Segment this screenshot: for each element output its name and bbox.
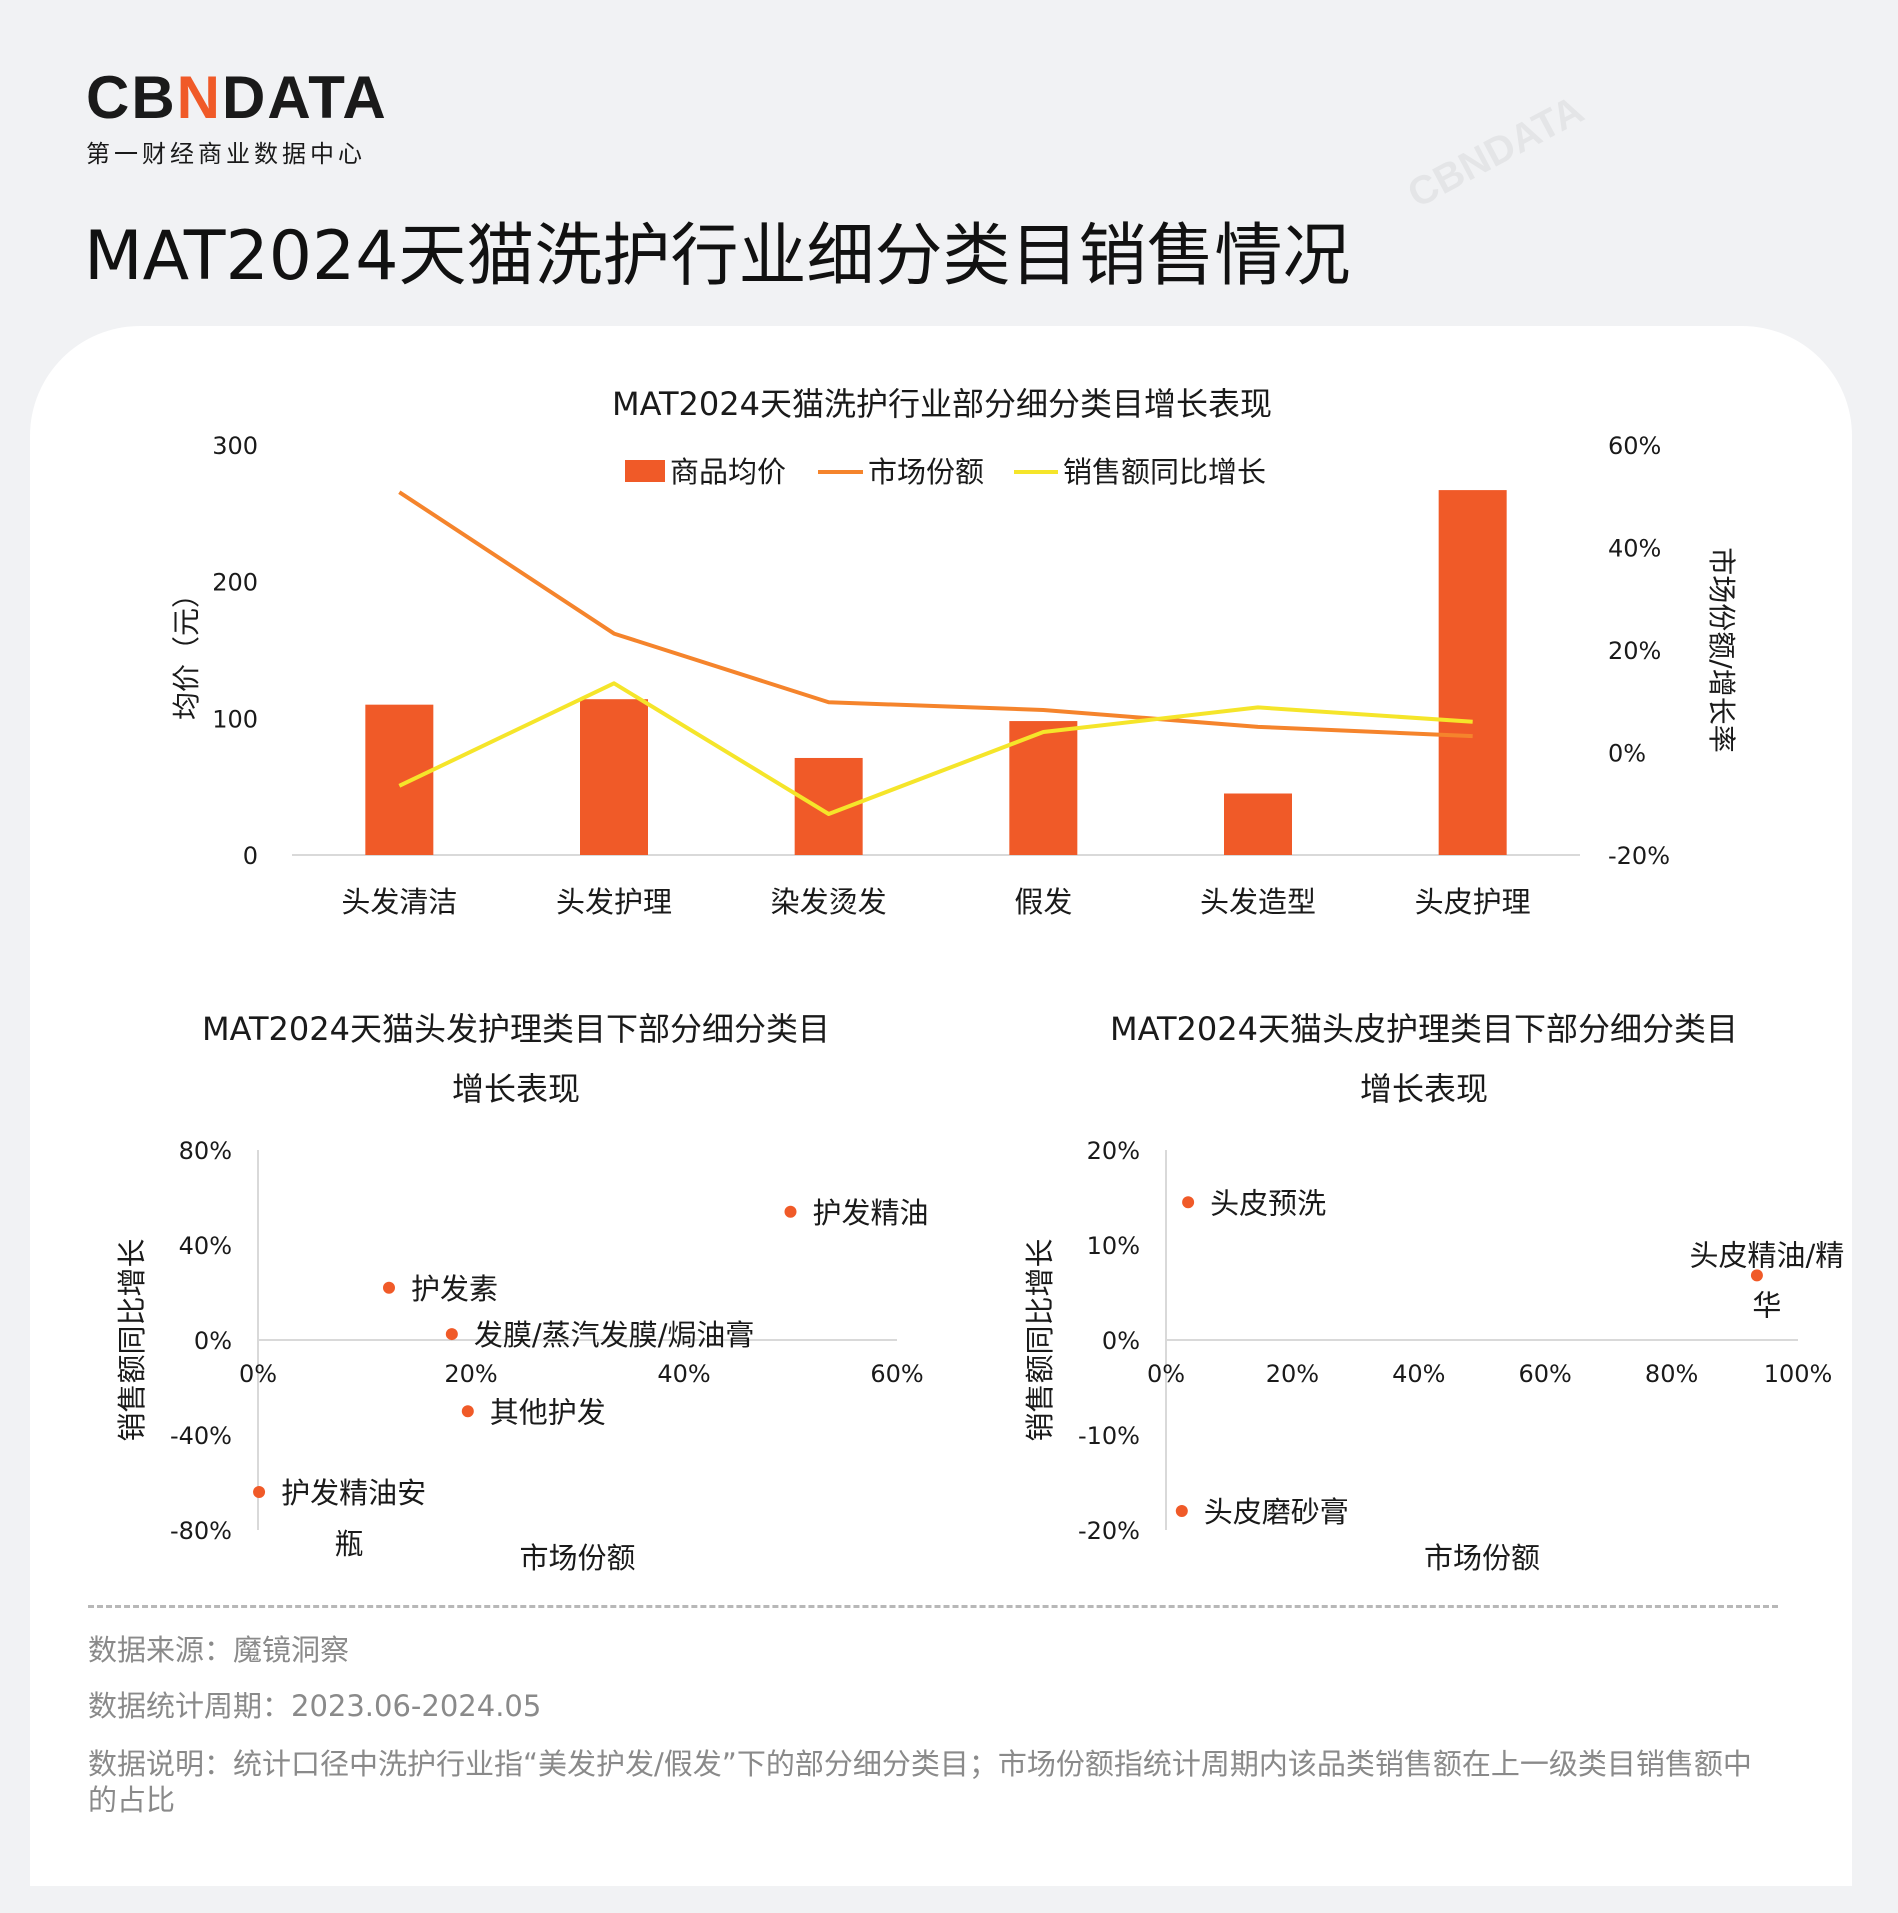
chart2-title: MAT2024天猫头发护理类目下部分细分类目 [202,1010,830,1048]
chart1-category-label: 头发护理 [556,885,672,919]
chart2-point-label: 瓶 [335,1527,364,1561]
logo-wordmark: CBNDATA [86,64,388,131]
chart2-x-tick: 0% [239,1360,277,1388]
chart1-bar [580,699,648,855]
chart3-x-tick: 100% [1764,1360,1833,1388]
chart1-bar [1009,721,1078,855]
brand-logo: CBNDATA 第一财经商业数据中心 [86,66,388,169]
chart2-ylabel: 销售额同比增长 [115,1238,149,1441]
chart3-title: 增长表现 [1360,1070,1488,1108]
chart1-bar [365,704,434,855]
footer-note: 数据说明：统计口径中洗护行业指“美发护发/假发”下的部分细分类目；市场份额指统计… [88,1747,1752,1817]
chart3-point-label: 头皮精油/精 [1690,1238,1845,1272]
chart2-x-tick: 40% [657,1360,710,1388]
chart1-line-share [398,490,1473,739]
chart1-ylabel: 均价（元） [170,580,203,720]
legend-swatch-bar [625,460,665,482]
chart3-point [1175,1505,1188,1517]
chart1-right-tick: 40% [1608,535,1661,563]
chart1-left-tick: 300 [212,432,258,460]
chart2-point [253,1486,266,1498]
chart1-bar [1438,490,1507,855]
chart2-xlabel: 市场份额 [519,1541,635,1575]
chart2-point [784,1205,797,1218]
chart3-title: MAT2024天猫头皮护理类目下部分细分类目 [1110,1010,1738,1048]
legend-label-bar: 商品均价 [670,455,786,489]
chart2-x-tick: 20% [444,1360,497,1388]
legend-label-share: 市场份额 [868,455,984,489]
chart3-point-label: 头皮磨砂膏 [1204,1495,1349,1529]
page-title: MAT2024天猫洗护行业细分类目销售情况 [84,217,1351,296]
chart3-point-label: 华 [1752,1288,1781,1322]
chart1-right-tick: -20% [1608,842,1670,870]
chart3-x-tick: 0% [1147,1360,1185,1388]
chart2-title: 增长表现 [452,1070,580,1108]
chart2-point [461,1405,474,1418]
chart1-right-tick: 60% [1608,432,1661,460]
chart2-point-label: 护发精油安 [281,1476,426,1510]
chart2-point [382,1281,395,1294]
chart3-x-tick: 60% [1519,1360,1572,1388]
content-card [30,326,1852,1886]
chart3-point [1182,1196,1195,1209]
chart3-y-tick: 0% [1102,1327,1140,1355]
chart3-point-label: 头皮预洗 [1210,1186,1326,1220]
chart3-xlabel: 市场份额 [1424,1541,1540,1575]
logo-accent: N [176,64,223,131]
footer-source: 数据来源：魔镜洞察 [88,1633,350,1667]
chart2-y-tick: 80% [179,1137,232,1165]
chart3-y-tick: -10% [1078,1422,1140,1450]
chart1-left-tick: 0 [243,842,258,870]
chart2-y-tick: -80% [170,1517,232,1545]
chart2-y-tick: 0% [194,1327,232,1355]
legend-label-growth: 销售额同比增长 [1063,455,1266,489]
chart1-line-growth [398,681,1473,816]
chart3-x-tick: 40% [1392,1360,1445,1388]
footer-period: 数据统计周期：2023.06-2024.05 [88,1689,542,1723]
chart3-y-tick: 10% [1087,1232,1140,1260]
chart1-bar [1224,793,1292,855]
chart3-point [1750,1269,1763,1282]
chart2-point [445,1328,458,1341]
chart2-y-tick: 40% [179,1232,232,1260]
chart1-category-label: 头发清洁 [341,885,457,919]
chart3-y-tick: 20% [1087,1137,1140,1165]
chart3-x-tick: 20% [1266,1360,1319,1388]
chart1-category-label: 假发 [1014,885,1072,919]
chart2-point-label: 其他护发 [490,1395,606,1429]
chart1-left-tick: 200 [212,569,258,597]
chart1-right-tick: 20% [1608,637,1661,665]
chart2-x-tick: 60% [870,1360,923,1388]
chart3-ylabel: 销售额同比增长 [1023,1238,1057,1441]
chart3-y-tick: -20% [1078,1517,1140,1545]
chart1-y2label: 市场份额/增长率 [1705,547,1738,752]
chart1-category-label: 头皮护理 [1415,885,1531,919]
chart2-point-label: 护发精油 [813,1196,929,1230]
chart1-right-tick: 0% [1608,740,1646,768]
chart3-x-tick: 80% [1645,1360,1698,1388]
chart2-point-label: 护发素 [411,1272,498,1306]
chart1-left-tick: 100 [212,705,258,733]
logo-subtitle: 第一财经商业数据中心 [86,140,366,168]
footer-divider [88,1605,1778,1608]
chart1-category-label: 染发烫发 [771,885,887,919]
chart2-point-label: 发膜/蒸汽发膜/焗油膏 [474,1318,755,1352]
chart2-y-tick: -40% [170,1422,232,1450]
chart1-title: MAT2024天猫洗护行业部分细分类目增长表现 [612,385,1272,423]
chart1-category-label: 头发造型 [1200,885,1316,919]
